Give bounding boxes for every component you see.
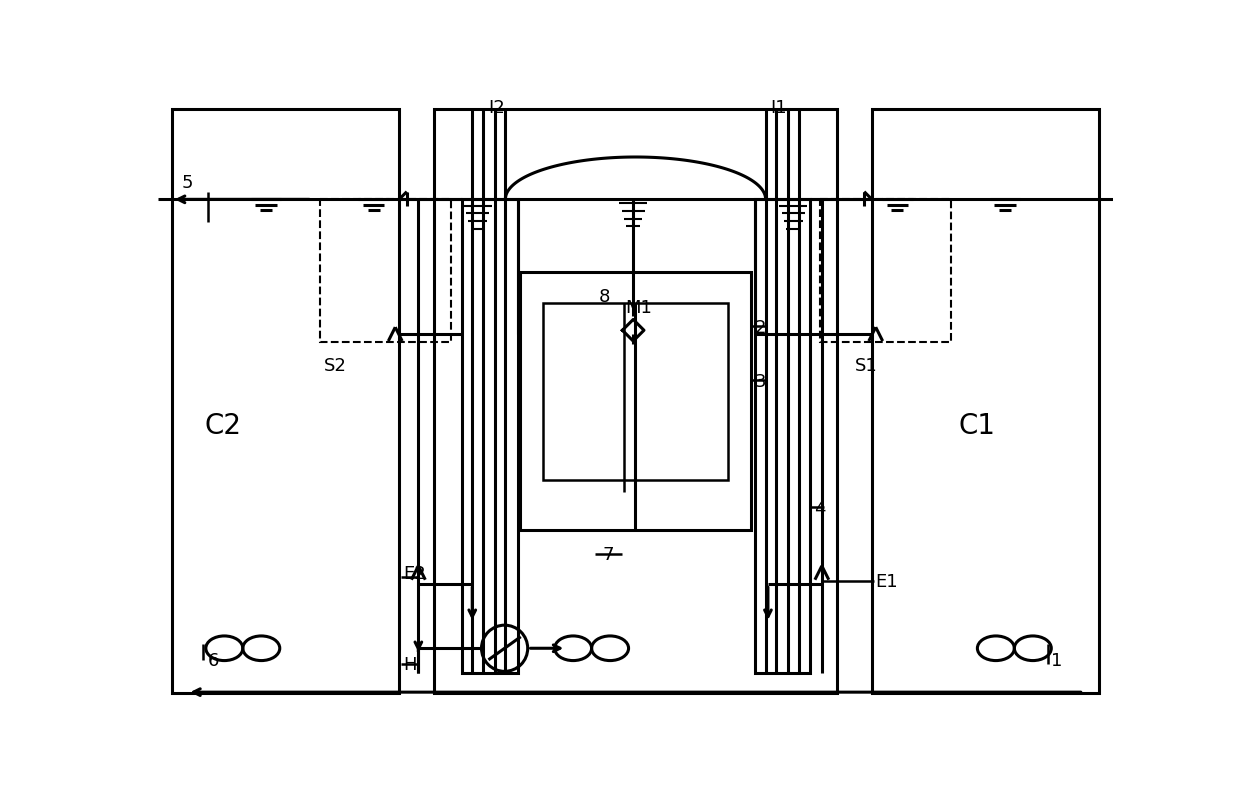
Bar (434, 109, 837, 693)
Text: E2: E2 (403, 565, 425, 583)
Text: I1: I1 (770, 99, 787, 117)
Text: 6: 6 (208, 652, 219, 670)
Text: C1: C1 (959, 413, 996, 440)
Bar (755, 200, 810, 673)
Text: E1: E1 (875, 573, 898, 591)
Text: S2: S2 (324, 357, 346, 375)
Text: 4: 4 (815, 499, 826, 518)
Bar (320, 200, 450, 342)
Text: H: H (403, 656, 417, 674)
Text: 7: 7 (603, 546, 614, 564)
Bar (821, 200, 951, 342)
Bar (872, 109, 1099, 693)
Text: C2: C2 (205, 413, 242, 440)
Bar (520, 273, 751, 530)
Text: S1: S1 (854, 357, 878, 375)
Text: 2: 2 (755, 319, 766, 337)
Text: 8: 8 (599, 288, 610, 306)
Bar (172, 109, 399, 693)
Bar (543, 304, 728, 480)
Text: M1: M1 (625, 300, 652, 317)
Text: 5: 5 (181, 173, 192, 192)
Text: I2: I2 (489, 99, 505, 117)
Text: 1: 1 (1050, 652, 1061, 670)
Bar (463, 200, 517, 673)
Text: 3: 3 (755, 373, 766, 390)
